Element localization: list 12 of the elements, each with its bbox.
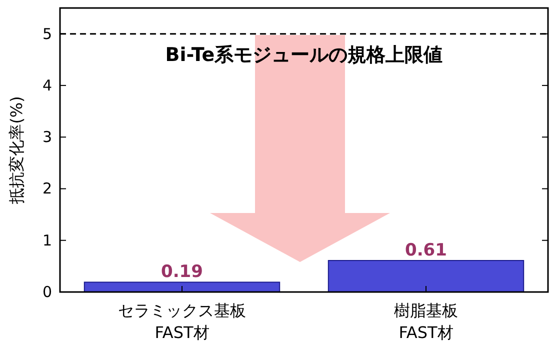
y-tick-label: 2 (42, 180, 52, 198)
y-tick-label: 5 (42, 24, 52, 43)
x-tick-label: 樹脂基板 FAST材 (394, 301, 458, 342)
y-tick-label: 3 (42, 128, 52, 146)
data-label: 0.61 (405, 240, 447, 260)
data-label: 0.19 (161, 262, 203, 282)
ref-line-label: Bi-Te系モジュールの規格上限値 (165, 44, 443, 66)
y-tick-label: 4 (42, 76, 52, 94)
y-tick-label: 1 (42, 231, 52, 250)
y-axis-title: 抵抗変化率(%) (7, 96, 26, 205)
x-tick-label: セラミックス基板 FAST材 (118, 301, 246, 342)
y-tick-label: 0 (42, 283, 52, 301)
